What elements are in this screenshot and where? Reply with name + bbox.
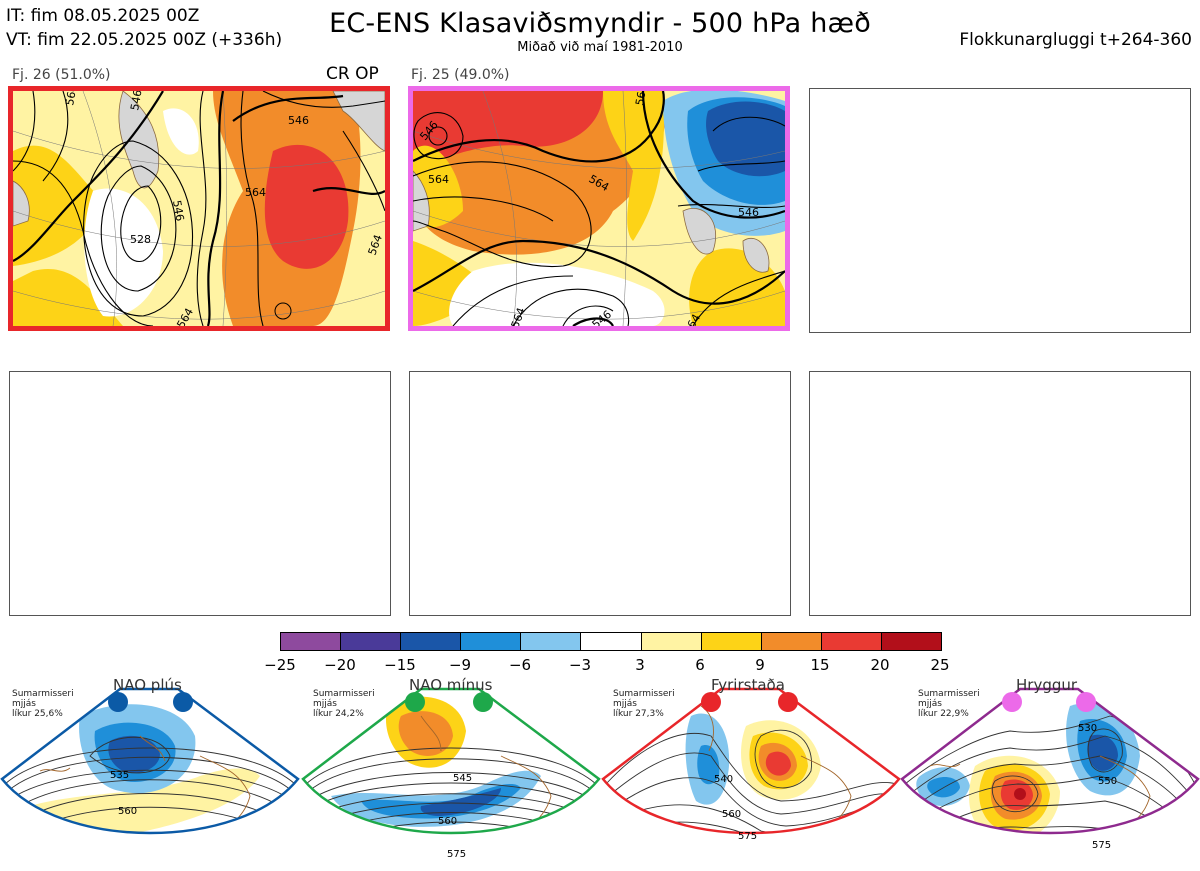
contour-label: 564 [428, 173, 449, 186]
regime-season: Sumarmisseri [12, 689, 74, 699]
regime-marker-icon [473, 692, 493, 712]
regime-probability: líkur 27,3% [613, 709, 664, 719]
initial-time: IT: fim 08.05.2025 00Z [6, 6, 200, 26]
regime-probability: líkur 25,6% [12, 709, 63, 719]
colorbar [280, 632, 942, 651]
regime-marker-icon [405, 692, 425, 712]
regime-title: Hryggur [1016, 676, 1078, 694]
cluster-1-label: Fj. 26 (51.0%) [12, 67, 111, 83]
regime-info: Sumarmisseri mjjás líkur 24,2% [313, 689, 375, 719]
empty-map-5[interactable] [409, 371, 791, 616]
contour-label: 546 [288, 114, 309, 127]
regime-smoothing: mjjás [918, 699, 942, 709]
contour-label: 546 [738, 206, 759, 219]
colorbar-bin [341, 633, 402, 650]
regime-marker-icon [1076, 692, 1096, 712]
run-info: IT: fim 08.05.2025 00Z VT: fim 22.05.202… [6, 4, 282, 52]
regime-marker-icon [1002, 692, 1022, 712]
colorbar-tick: −15 [384, 656, 416, 674]
regime-smoothing: mjjás [12, 699, 36, 709]
page-subtitle: Miðað við maí 1981-2010 [517, 40, 683, 55]
contour-label: 545 [453, 773, 472, 784]
contour-label: 564 [245, 186, 266, 199]
cluster-map-1[interactable]: 564 546 546 564 528 564 546 564 [8, 86, 390, 331]
empty-map-6[interactable] [809, 371, 1191, 616]
valid-time: VT: fim 22.05.2025 00Z (+336h) [6, 30, 283, 50]
contour-label: 575 [447, 849, 466, 860]
empty-map-3[interactable] [809, 88, 1191, 333]
colorbar-tick: −9 [448, 656, 472, 674]
contour-label: 564 [633, 91, 649, 107]
empty-map-4[interactable] [9, 371, 391, 616]
regime-smoothing: mjjás [613, 699, 637, 709]
colorbar-bin [461, 633, 522, 650]
contour-label: 540 [714, 774, 733, 785]
regime-smoothing: mjjás [313, 699, 337, 709]
colorbar-bin [701, 633, 762, 650]
colorbar-bin [581, 633, 642, 650]
regime-info: Sumarmisseri mjjás líkur 27,3% [613, 689, 675, 719]
window-label: Flokkunargluggi t+264-360 [959, 30, 1192, 50]
colorbar-tick: −6 [508, 656, 532, 674]
cluster-map-2-svg: 546 564 564 546 564 546 564 564 [413, 91, 785, 326]
regime-info: Sumarmisseri mjjás líkur 22,9% [918, 689, 980, 719]
colorbar-bin [821, 633, 882, 650]
colorbar-tick: 15 [810, 656, 830, 674]
contour-label: 560 [722, 809, 741, 820]
colorbar-bin [761, 633, 822, 650]
regime-title: Fyrirstaða [711, 676, 785, 694]
contour-label: 560 [438, 816, 457, 827]
colorbar-tick: 6 [695, 656, 705, 674]
regime-season: Sumarmisseri [918, 689, 980, 699]
regime-blocking[interactable]: 540 560 575 Fyrirstaða Sumarmisseri mjjá… [601, 676, 901, 871]
contour-label: 546 [170, 199, 186, 222]
contour-label: 546 [128, 91, 144, 112]
regime-nao-minus[interactable]: 545 560 575 NAO mínus Sumarmisseri mjjás… [301, 676, 601, 871]
regime-probability: líkur 22,9% [918, 709, 969, 719]
regime-marker-icon [778, 692, 798, 712]
regime-marker-icon [701, 692, 721, 712]
colorbar-bin [281, 633, 342, 650]
contour-label: 535 [110, 770, 129, 781]
regime-season: Sumarmisseri [313, 689, 375, 699]
colorbar-bin [881, 633, 942, 650]
contour-label: 530 [1078, 723, 1097, 734]
regime-marker-icon [173, 692, 193, 712]
regime-title: NAO plús [113, 676, 182, 694]
colorbar-tick: −25 [264, 656, 296, 674]
contour-label: 550 [1098, 776, 1117, 787]
regime-ridge[interactable]: 530 550 575 Hryggur Sumarmisseri mjjás l… [900, 676, 1200, 871]
page-title: EC-ENS Klasaviðsmyndir - 500 hPa hæð [329, 8, 871, 39]
regime-title: NAO mínus [409, 676, 493, 694]
cluster-map-1-svg: 564 546 546 564 528 564 546 564 [13, 91, 385, 326]
colorbar-tick: −20 [324, 656, 356, 674]
contour-label: 575 [738, 831, 757, 842]
contour-label: 564 [63, 91, 79, 107]
regime-probability: líkur 24,2% [313, 709, 364, 719]
colorbar-bin [641, 633, 702, 650]
colorbar-tick: 25 [930, 656, 950, 674]
regime-season: Sumarmisseri [613, 689, 675, 699]
cluster-map-2[interactable]: 546 564 564 546 564 546 564 564 [408, 86, 790, 331]
cluster-1-members-tag: CR OP [326, 64, 379, 84]
regime-marker-icon [108, 692, 128, 712]
cluster-2-label: Fj. 25 (49.0%) [411, 67, 510, 83]
contour-label: 564 [509, 306, 528, 326]
colorbar-tick: −3 [568, 656, 592, 674]
regime-info: Sumarmisseri mjjás líkur 25,6% [12, 689, 74, 719]
colorbar-tick: 9 [755, 656, 765, 674]
regime-nao-plus[interactable]: 535 560 NAO plús Sumarmisseri mjjás líku… [0, 676, 300, 871]
colorbar-bin [401, 633, 462, 650]
contour-label: 528 [130, 233, 151, 246]
contour-label: 560 [118, 806, 137, 817]
contour-label: 575 [1092, 840, 1111, 851]
colorbar-tick: 20 [870, 656, 890, 674]
colorbar-bin [521, 633, 582, 650]
colorbar-tick: 3 [635, 656, 645, 674]
